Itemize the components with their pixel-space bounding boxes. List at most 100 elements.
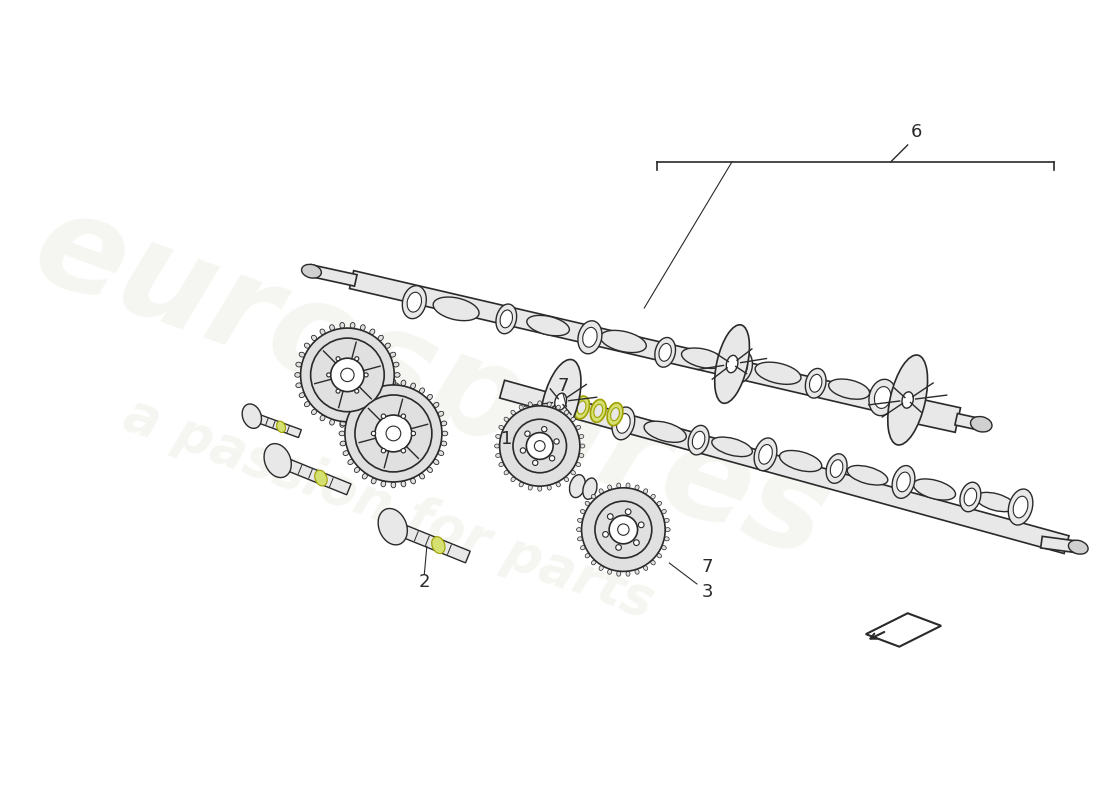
Ellipse shape [354,394,360,400]
Ellipse shape [564,410,569,415]
Ellipse shape [902,392,913,408]
Text: 7: 7 [558,377,569,394]
Ellipse shape [296,383,301,388]
Ellipse shape [659,343,671,362]
Circle shape [535,441,546,451]
Ellipse shape [410,478,416,484]
Ellipse shape [419,474,425,479]
Polygon shape [499,380,1069,554]
Polygon shape [350,270,918,420]
Circle shape [527,433,553,459]
Ellipse shape [330,325,334,330]
Ellipse shape [427,467,432,473]
Circle shape [595,501,652,558]
Ellipse shape [635,570,639,574]
Ellipse shape [311,335,317,341]
Ellipse shape [616,414,630,434]
Ellipse shape [499,462,504,466]
Ellipse shape [557,405,560,410]
Ellipse shape [330,419,334,425]
Ellipse shape [689,426,710,455]
Circle shape [345,385,442,482]
Circle shape [402,414,406,418]
Ellipse shape [499,426,504,430]
Ellipse shape [370,329,375,334]
Ellipse shape [560,398,569,411]
Ellipse shape [320,415,324,421]
Ellipse shape [343,411,349,416]
Ellipse shape [654,338,675,367]
Ellipse shape [810,374,822,392]
Circle shape [549,456,554,461]
Circle shape [582,488,665,571]
Ellipse shape [970,417,992,432]
Ellipse shape [427,394,432,400]
Text: 6: 6 [911,123,922,142]
Ellipse shape [892,466,915,498]
Ellipse shape [385,343,390,348]
Circle shape [355,389,359,393]
Ellipse shape [402,380,406,386]
Ellipse shape [579,454,584,458]
Ellipse shape [591,399,606,422]
Ellipse shape [348,402,353,407]
Ellipse shape [441,441,447,446]
Ellipse shape [1068,540,1088,554]
Ellipse shape [393,383,399,388]
Ellipse shape [644,489,648,494]
Ellipse shape [579,434,584,438]
Ellipse shape [601,330,647,353]
Ellipse shape [578,321,602,354]
Circle shape [618,524,629,535]
Ellipse shape [570,474,585,498]
Ellipse shape [847,466,888,485]
Ellipse shape [617,483,620,488]
Ellipse shape [692,431,705,449]
Ellipse shape [441,421,447,426]
Ellipse shape [372,478,376,484]
Ellipse shape [315,470,327,486]
Ellipse shape [276,421,286,433]
Ellipse shape [607,570,612,574]
Ellipse shape [419,388,425,394]
Polygon shape [251,413,301,438]
Ellipse shape [635,485,639,490]
Ellipse shape [626,571,630,576]
Ellipse shape [712,437,752,457]
Ellipse shape [592,494,596,499]
Ellipse shape [547,485,551,490]
Ellipse shape [574,396,590,419]
Ellipse shape [393,362,399,367]
Circle shape [609,515,638,544]
Text: 3: 3 [701,583,713,602]
Ellipse shape [585,502,590,506]
Circle shape [372,431,376,436]
Ellipse shape [305,402,310,406]
Circle shape [525,431,530,436]
Ellipse shape [362,388,367,394]
Circle shape [364,373,368,377]
Text: a passion for parts: a passion for parts [118,389,661,629]
Ellipse shape [651,560,656,565]
Ellipse shape [583,478,597,499]
Ellipse shape [964,488,977,506]
Ellipse shape [888,355,927,445]
Ellipse shape [394,373,400,378]
Circle shape [634,540,639,546]
Ellipse shape [320,329,324,334]
Ellipse shape [913,479,956,500]
Ellipse shape [666,528,670,532]
Circle shape [386,426,400,441]
Circle shape [336,389,340,393]
Circle shape [607,514,613,519]
Ellipse shape [378,410,383,414]
Ellipse shape [372,383,376,389]
Polygon shape [910,398,960,432]
Ellipse shape [390,393,396,398]
Ellipse shape [361,419,365,425]
Ellipse shape [504,417,508,422]
Ellipse shape [1009,489,1033,525]
Polygon shape [392,522,470,563]
Ellipse shape [734,357,748,377]
Circle shape [499,406,580,486]
